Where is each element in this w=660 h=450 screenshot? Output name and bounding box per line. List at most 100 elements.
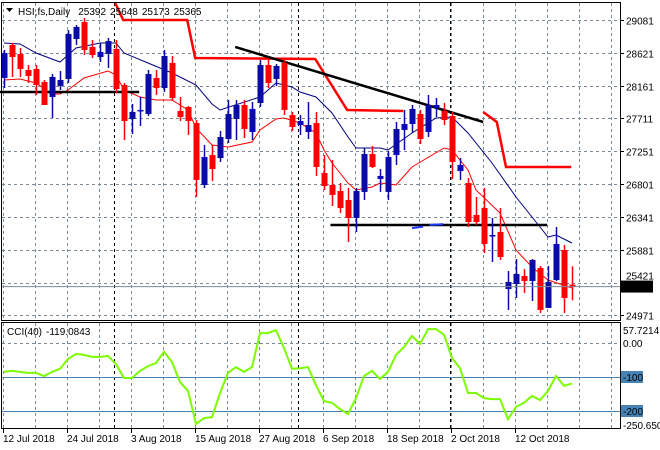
date-tick-label: 3 Aug 2018 xyxy=(131,434,182,445)
bullish-candle xyxy=(553,226,560,281)
bullish-candle xyxy=(457,158,464,180)
candle-body xyxy=(457,164,464,172)
candle-body xyxy=(513,274,520,284)
date-tick-label: 24 Jul 2018 xyxy=(67,434,119,445)
date-tick-label: 2 Oct 2018 xyxy=(451,434,500,445)
candle-body xyxy=(441,110,448,120)
cci-tick-label: -200 xyxy=(623,407,643,418)
candle-body xyxy=(289,114,296,127)
cci-value: -119.0843 xyxy=(46,327,91,338)
cci-header-line: CCI(40) -119.0843 xyxy=(7,327,91,338)
bearish-candle xyxy=(209,144,216,181)
bullish-candle xyxy=(257,59,264,108)
price-tick-label: 24971 xyxy=(626,312,654,323)
axes: 29081 28621 28161 27711 27251 26801 26341 25881… xyxy=(3,17,660,445)
candle-body xyxy=(401,124,408,130)
bullish-candle xyxy=(425,94,432,138)
bullish-candle xyxy=(513,259,520,298)
bearish-candle xyxy=(289,111,296,131)
bullish-candle xyxy=(297,114,304,135)
bearish-candle xyxy=(337,182,344,213)
bullish-candle xyxy=(73,25,80,45)
candle-body xyxy=(529,259,536,281)
cci-line xyxy=(3,328,573,426)
bearish-candle xyxy=(481,188,488,253)
cci-panel-border xyxy=(1,322,621,429)
price-panel[interactable] xyxy=(0,2,620,313)
cci-header: CCI(40) -119.0843 xyxy=(7,327,91,338)
candle-body xyxy=(89,46,96,56)
bearish-candle xyxy=(569,266,576,301)
bearish-candle xyxy=(521,268,528,293)
candle-body xyxy=(433,105,440,109)
date-tick-label: 18 Sep 2018 xyxy=(387,434,444,445)
bearish-candle xyxy=(417,109,424,144)
candle-body xyxy=(409,108,416,125)
candle-body xyxy=(425,105,432,132)
bullish-candle xyxy=(273,63,280,86)
candle-body xyxy=(105,41,112,55)
bearish-candle xyxy=(465,177,472,227)
bullish-candle xyxy=(1,49,8,89)
candle-body xyxy=(377,175,384,179)
bullish-candle xyxy=(305,101,312,140)
bearish-candle xyxy=(537,265,544,313)
bearish-candle xyxy=(17,47,24,77)
candle-body xyxy=(369,154,376,167)
bearish-candle xyxy=(169,56,176,101)
bearish-candle xyxy=(41,79,48,106)
candle-body xyxy=(65,33,72,79)
candle-body xyxy=(273,65,280,79)
bullish-candle xyxy=(217,130,224,162)
stop-step-line xyxy=(482,110,572,169)
bullish-candle xyxy=(129,104,136,134)
bearish-candle xyxy=(321,155,328,191)
bullish-candle xyxy=(145,70,152,116)
candle-body xyxy=(313,123,320,167)
candle-body xyxy=(121,84,128,122)
price-tick-label: 28621 xyxy=(626,50,654,61)
candle-body xyxy=(337,191,344,209)
bearish-candle xyxy=(441,102,448,126)
bullish-candle xyxy=(201,144,208,189)
candle-body xyxy=(505,281,512,290)
bearish-candle xyxy=(313,111,320,176)
bearish-candle xyxy=(121,82,128,141)
candle-body xyxy=(25,70,32,76)
candle-body xyxy=(73,26,80,40)
trendline[interactable] xyxy=(411,225,424,230)
bullish-candle xyxy=(233,99,240,141)
candle-body xyxy=(297,121,304,126)
bearish-candle xyxy=(113,40,120,93)
cci-level-label-box xyxy=(621,405,643,417)
bearish-candle xyxy=(9,42,16,77)
cci-panel[interactable] xyxy=(3,328,573,426)
candle-body xyxy=(49,76,56,97)
bullish-candle xyxy=(225,99,232,143)
cci-name: CCI(40) xyxy=(7,327,42,338)
price-tick-label: 25881 xyxy=(626,247,654,258)
candle-body xyxy=(217,137,224,159)
open-value: 25392 xyxy=(78,7,106,18)
chart-header: HSI,fs,Daily 25392 25648 25173 25365 xyxy=(6,7,202,18)
candle-body xyxy=(97,51,104,58)
bullish-candle xyxy=(57,71,64,91)
trendline[interactable] xyxy=(429,223,444,226)
candle-body xyxy=(185,107,192,122)
bullish-candle xyxy=(393,122,400,165)
bullish-candle xyxy=(385,150,392,200)
candle-body xyxy=(465,182,472,223)
stop-step-line xyxy=(114,2,404,113)
candle-body xyxy=(113,48,120,90)
bearish-candle xyxy=(281,58,288,115)
trendline[interactable] xyxy=(234,45,484,124)
candle-body xyxy=(489,234,496,237)
dropdown-triangle-icon[interactable] xyxy=(6,8,13,12)
candle-body xyxy=(241,105,248,129)
current-price-box xyxy=(621,280,653,293)
bearish-candle xyxy=(449,111,456,179)
cci-tick-label: 57.7214 xyxy=(623,326,660,337)
candle-body xyxy=(497,231,504,258)
date-tick-label: 6 Sep 2018 xyxy=(323,434,375,445)
cci-tick-label: 0.00 xyxy=(623,339,643,350)
